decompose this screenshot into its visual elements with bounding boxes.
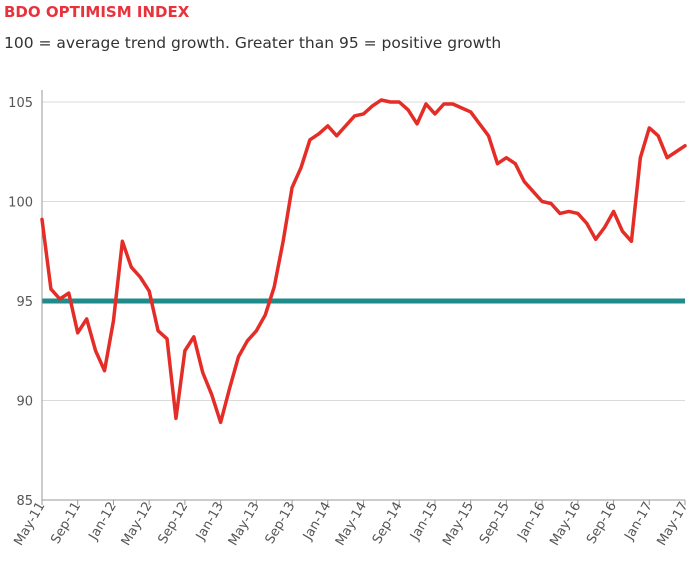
y-tick-label: 90 — [16, 395, 33, 410]
x-tick-label: Jan-15 — [407, 500, 441, 544]
chart-subtitle: 100 = average trend growth. Greater than… — [4, 34, 502, 52]
y-tick-label: 105 — [8, 96, 33, 111]
axes — [41, 90, 686, 505]
x-tick-label: Sep-16 — [584, 500, 620, 547]
x-tick-label: May-16 — [547, 500, 584, 549]
x-tick-label: May-14 — [333, 500, 370, 549]
y-tick-label: 100 — [8, 196, 33, 211]
x-tick-label: May-17 — [655, 500, 692, 549]
x-tick-label: Jan-12 — [86, 500, 120, 544]
x-tick-label: Sep-15 — [477, 500, 513, 547]
x-tick-label: May-13 — [226, 500, 263, 549]
series-line — [40, 98, 687, 425]
x-tick-label: Jan-17 — [622, 500, 656, 544]
y-tick-label: 95 — [16, 295, 33, 310]
grid-lines — [42, 101, 685, 401]
x-tick-label: May-15 — [440, 499, 477, 548]
x-tick-label: Jan-16 — [514, 500, 548, 544]
x-tick-label: May-12 — [119, 500, 156, 549]
x-tick-label: Sep-13 — [263, 500, 299, 547]
chart-title: BDO OPTIMISM INDEX — [4, 3, 190, 21]
x-tick-label: Sep-12 — [155, 500, 191, 547]
y-tick-labels: 85 90 95 100 105 — [8, 96, 33, 509]
x-tick-label: Sep-14 — [370, 500, 406, 547]
x-tick-label: Jan-14 — [300, 500, 334, 544]
series-group — [40, 98, 687, 425]
x-tick-label: Jan-13 — [193, 500, 227, 544]
y-tick-label: 85 — [16, 494, 33, 509]
x-tick-label: Sep-11 — [48, 500, 84, 547]
